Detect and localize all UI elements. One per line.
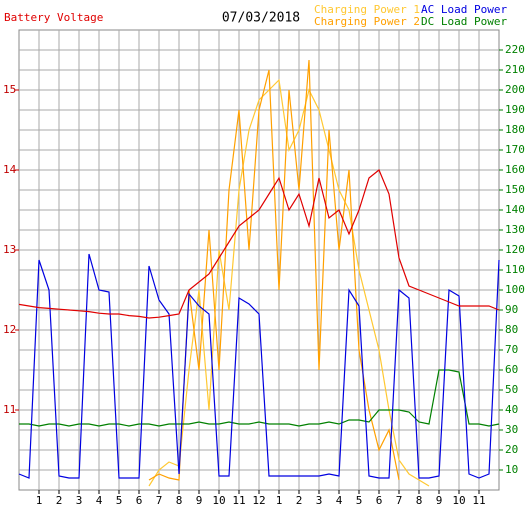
y2-tick-label: 160 bbox=[505, 163, 525, 176]
x-tick-label: 7 bbox=[396, 494, 403, 507]
x-tick-label: 1 bbox=[36, 494, 43, 507]
legend-label: Battery Voltage bbox=[4, 11, 103, 24]
y-tick-label: 13 bbox=[3, 243, 16, 256]
y2-tick-label: 70 bbox=[505, 343, 518, 356]
y2-tick-label: 150 bbox=[505, 183, 525, 196]
y2-tick-label: 210 bbox=[505, 63, 525, 76]
x-tick-label: 6 bbox=[376, 494, 383, 507]
legend-label: AC Load Power bbox=[421, 3, 507, 16]
series-line bbox=[148, 59, 400, 481]
y2-tick-label: 120 bbox=[505, 243, 525, 256]
x-tick-label: 7 bbox=[156, 494, 163, 507]
x-tick-label: 2 bbox=[296, 494, 303, 507]
y2-tick-label: 110 bbox=[505, 263, 525, 276]
y2-tick-label: 50 bbox=[505, 383, 518, 396]
y2-tick-label: 40 bbox=[505, 403, 518, 416]
series-line bbox=[18, 253, 500, 479]
series-line bbox=[148, 78, 430, 487]
y-tick-label: 15 bbox=[3, 83, 16, 96]
y2-tick-label: 170 bbox=[505, 143, 525, 156]
y2-tick-label: 140 bbox=[505, 203, 525, 216]
x-tick-label: 3 bbox=[316, 494, 323, 507]
x-tick-label: 3 bbox=[76, 494, 83, 507]
y-tick-label: 11 bbox=[3, 403, 16, 416]
y2-tick-label: 60 bbox=[505, 363, 518, 376]
y2-tick-label: 90 bbox=[505, 303, 518, 316]
y2-tick-label: 130 bbox=[505, 223, 525, 236]
x-tick-label: 8 bbox=[176, 494, 183, 507]
y2-tick-label: 100 bbox=[505, 283, 525, 296]
y2-tick-label: 180 bbox=[505, 123, 525, 136]
y-tick-label: 12 bbox=[3, 323, 16, 336]
x-tick-label: 4 bbox=[336, 494, 343, 507]
x-tick-label: 2 bbox=[56, 494, 63, 507]
legend-label: Charging Power 1 bbox=[314, 3, 420, 16]
series-line bbox=[19, 369, 500, 427]
x-tick-label: 9 bbox=[196, 494, 203, 507]
x-tick-label: 9 bbox=[436, 494, 443, 507]
x-tick-label: 11 bbox=[232, 494, 245, 507]
legend-label: Charging Power 2 bbox=[314, 15, 420, 28]
legend-label: DC Load Power bbox=[421, 15, 507, 28]
y2-tick-label: 80 bbox=[505, 323, 518, 336]
x-tick-label: 4 bbox=[96, 494, 103, 507]
x-tick-label: 8 bbox=[416, 494, 423, 507]
x-tick-label: 12 bbox=[252, 494, 265, 507]
x-tick-label: 11 bbox=[472, 494, 485, 507]
chart-title: 07/03/2018 bbox=[222, 11, 300, 26]
x-tick-label: 1 bbox=[276, 494, 283, 507]
y2-tick-label: 20 bbox=[505, 443, 518, 456]
y2-tick-label: 10 bbox=[505, 463, 518, 476]
x-tick-label: 10 bbox=[212, 494, 225, 507]
series-line bbox=[18, 169, 500, 319]
x-tick-label: 5 bbox=[116, 494, 123, 507]
x-tick-label: 5 bbox=[356, 494, 363, 507]
y2-tick-label: 190 bbox=[505, 103, 525, 116]
y2-tick-label: 200 bbox=[505, 83, 525, 96]
x-tick-label: 10 bbox=[452, 494, 465, 507]
x-tick-label: 6 bbox=[136, 494, 143, 507]
y2-tick-label: 220 bbox=[505, 43, 525, 56]
y-tick-label: 14 bbox=[3, 163, 17, 176]
y2-tick-label: 30 bbox=[505, 423, 518, 436]
